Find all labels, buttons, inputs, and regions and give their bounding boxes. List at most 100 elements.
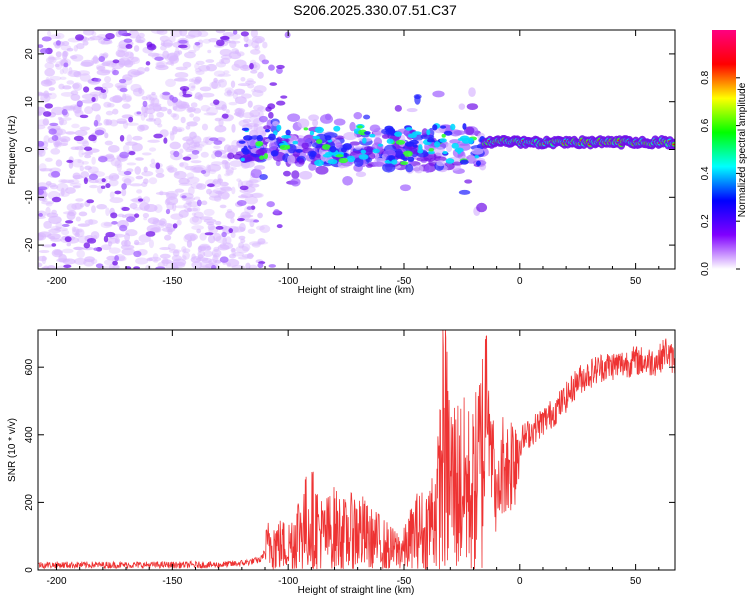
spectrogram-blob (119, 87, 128, 93)
spectrogram-blob (228, 253, 237, 259)
spectrogram-blob (103, 76, 112, 83)
spectrogram-blob (211, 81, 219, 89)
spectrogram-blob (214, 150, 223, 158)
spectrogram-blob (112, 94, 123, 104)
spectrogram-blob (250, 30, 259, 38)
spectrogram-blob (226, 89, 232, 96)
spectrogram-blob (39, 168, 53, 172)
spectrogram-blob (365, 163, 373, 168)
spectrogram-blob (207, 163, 222, 172)
spectrogram-blob (48, 56, 62, 61)
spectrogram-blob (204, 232, 214, 236)
spectrogram-blob (45, 202, 53, 207)
spectrogram-blob (136, 111, 142, 115)
spectrogram-blob (46, 30, 52, 37)
spectrogram-blob (407, 133, 418, 139)
spectrogram-blob (96, 204, 107, 210)
spectrogram-blob (84, 151, 93, 155)
spectrogram-blob (182, 251, 190, 260)
spectrogram-blob (167, 167, 178, 173)
spectrogram-blob (64, 236, 72, 243)
spectrogram-blob (224, 87, 234, 94)
spectrogram-blob (114, 160, 123, 168)
spectrogram-blob (156, 30, 168, 35)
spectrogram-blob (363, 114, 371, 120)
spectrogram-blob (108, 145, 120, 153)
spectrogram-blob (103, 101, 112, 108)
spectrogram-blob (55, 141, 62, 148)
spectrogram-blob (191, 253, 196, 260)
snr-y-axis: 0 200 400 600 (24, 358, 675, 573)
spectrogram-blob (303, 127, 309, 131)
spectrogram-blob (255, 225, 265, 231)
spectrogram-y-label: Frequency (Hz) (7, 116, 18, 185)
spectrogram-blob (213, 79, 225, 83)
spectrogram-blob (249, 114, 262, 124)
spectrogram-blob (196, 228, 202, 234)
spectrogram-blob (308, 114, 320, 122)
spectrogram-blob (230, 80, 236, 88)
spectrogram-blob (182, 142, 191, 150)
colorbar-ticks: 0.0 0.2 0.4 0.6 0.8 (700, 70, 740, 276)
spectrogram-blob (248, 264, 258, 269)
spectrogram-blob (463, 126, 475, 136)
spectrogram-blob (213, 99, 220, 105)
spectrogram-blob (476, 202, 488, 213)
spectrogram-blob (424, 164, 431, 174)
spectrogram-blob (391, 159, 398, 165)
spectrogram-blob (221, 159, 229, 165)
spectrogram-blob (189, 215, 203, 225)
spectrogram-blob (103, 259, 115, 266)
spectrogram-blob (121, 103, 131, 109)
spectrogram-blob (125, 95, 132, 102)
spectrogram-blob (299, 170, 313, 180)
spectrogram-blob (471, 148, 484, 155)
spectrogram-blob (133, 45, 140, 52)
spectrogram-blob (53, 227, 68, 232)
spectrogram-blob (121, 94, 133, 103)
spectrogram-blob (185, 125, 191, 130)
spectrogram-blob (174, 171, 180, 176)
spectrogram-blob (48, 228, 62, 234)
spectrogram-blob (468, 87, 476, 98)
spectrogram-blob (182, 88, 187, 95)
spectrogram-blob (173, 77, 188, 82)
spectrogram-blob (74, 129, 88, 137)
spectrogram-blob (91, 103, 102, 112)
spectrogram-blob (88, 179, 100, 184)
spectrogram-blob (143, 166, 148, 173)
spectrogram-blob (223, 144, 232, 153)
spectrogram-blob (122, 93, 127, 101)
spectrogram-blob (257, 262, 264, 269)
spectrogram-blob (194, 62, 200, 70)
spectrogram-blob (150, 97, 160, 106)
spectrogram-blob (195, 70, 205, 75)
spectrogram-blob (316, 139, 323, 144)
spectrogram-blob (112, 59, 120, 64)
spectrogram-blob (143, 204, 158, 213)
spectrogram-blob (206, 188, 212, 195)
spectrogram-blob (91, 31, 97, 37)
spectrogram-blob (191, 149, 200, 155)
spectrogram-blob (178, 209, 189, 218)
spectrogram-blob (84, 106, 94, 115)
spectrogram-blob (83, 86, 90, 93)
spectrogram-blob (48, 182, 57, 188)
spectrogram-blob (65, 131, 76, 135)
spectrogram-blob (44, 94, 50, 98)
spectrogram-blob (75, 34, 85, 41)
spectrogram-blob (100, 40, 106, 45)
spectrogram-blob (208, 137, 219, 142)
spectrogram-blob (215, 190, 225, 195)
spectrogram-blob (100, 221, 113, 229)
spectrogram-blob (81, 160, 89, 165)
spectrogram-blob (231, 123, 236, 133)
spectrogram-blob (142, 212, 150, 219)
spectrogram-blob (281, 134, 292, 139)
spectrogram-blob (258, 115, 268, 123)
spectrogram-blob (60, 44, 72, 51)
spectrogram-blob (237, 256, 249, 260)
x-tick-label: -100 (278, 576, 298, 587)
spectrogram-blob (159, 190, 164, 196)
spectrogram-blob (66, 159, 74, 163)
